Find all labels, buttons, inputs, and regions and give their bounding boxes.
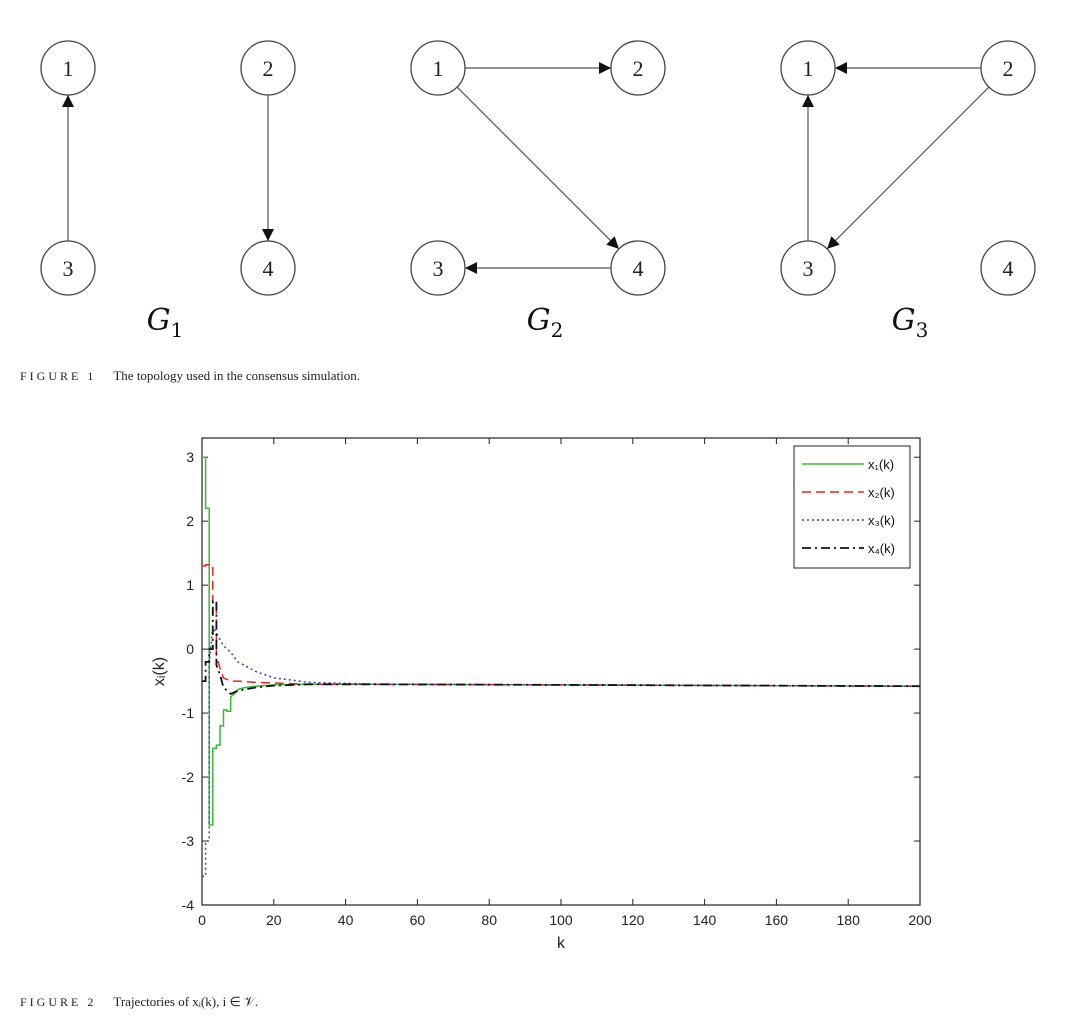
node-circle [40,240,96,296]
legend-box [793,445,911,569]
node-circle [610,40,666,96]
figure1-caption-label: FIGURE 1 [20,369,97,383]
figure2-trajectory-chart: 0 20 40 60 80 100 120 140 160 180 200 -4 -3 -2 -1 0 1 2 3 k… [151,437,932,952]
node-1: 1 [40,40,96,96]
node-4: 4 [610,240,666,296]
node-label: 1 [433,56,444,81]
graph-1: 1 2 3 4 G1 [40,40,296,342]
node-circle [780,40,836,96]
series-line-2 [202,563,920,687]
y-tick-label: 1 [186,577,194,593]
y-tick-label: 2 [186,513,194,529]
y-tick-label: -1 [182,705,195,721]
figure2-caption: FIGURE 2 Trajectories of xᵢ(k), i ∈ 𝒱. [20,994,258,1010]
legend-label-3: x₃(k) [868,513,895,528]
node-label: 3 [63,256,74,281]
legend-label-2: x₂(k) [868,485,895,500]
x-tick-label: 40 [338,912,354,928]
node-2: 2 [980,40,1036,96]
node-label: 3 [803,256,814,281]
y-tick-label: -4 [182,897,195,913]
y-tick-label: 0 [186,641,194,657]
node-4: 4 [980,240,1036,296]
x-tick-label: 180 [837,912,861,928]
x-tick-label: 120 [621,912,645,928]
node-label: 4 [263,256,274,281]
edge-1-to-4 [456,86,620,250]
figure2-caption-text: Trajectories of xᵢ(k), i ∈ 𝒱. [113,994,259,1009]
node-circle [240,40,296,96]
y-axis-label: xᵢ(k) [151,657,168,686]
node-circle [610,240,666,296]
node-label: 1 [63,56,74,81]
legend-label-4: x₄(k) [868,541,895,556]
graph-label: G2 [527,303,564,342]
node-label: 2 [633,56,644,81]
x-tick-label: 60 [410,912,426,928]
graph-2: 1 2 3 4 G2 [410,40,666,342]
node-label: 1 [803,56,814,81]
node-circle [40,40,96,96]
figure2-caption-label: FIGURE 2 [20,995,97,1009]
x-tick-label: 100 [549,912,573,928]
node-1: 1 [780,40,836,96]
node-circle [410,240,466,296]
edge-2-to-3 [826,86,990,250]
node-2: 2 [610,40,666,96]
x-tick-label: 80 [481,912,497,928]
node-circle [780,240,836,296]
x-tick-label: 0 [198,912,206,928]
node-circle [980,240,1036,296]
x-tick-label: 140 [693,912,717,928]
y-tick-label: 3 [186,449,194,465]
node-3: 3 [780,240,836,296]
x-tick-label: 160 [765,912,789,928]
node-3: 3 [40,240,96,296]
graph-3: 1 2 3 4 G3 [780,40,1036,342]
series-line-4 [202,600,920,695]
node-circle [980,40,1036,96]
figure1-caption-text: The topology used in the consensus simul… [113,368,360,383]
node-label: 4 [633,256,644,281]
node-label: 2 [263,56,274,81]
node-1: 1 [410,40,466,96]
graph-label: G1 [147,303,184,342]
legend: x₁(k) x₂(k) x₃(k) x₄(k) [793,445,911,569]
series-line-3 [202,624,920,877]
y-tick-label: -3 [182,833,195,849]
legend-label-1: x₁(k) [868,457,894,472]
node-label: 4 [1003,256,1014,281]
node-label: 2 [1003,56,1014,81]
x-axis-label: k [557,935,566,952]
figure1-caption: FIGURE 1 The topology used in the consen… [20,368,360,384]
node-4: 4 [240,240,296,296]
node-circle [240,240,296,296]
x-tick-label: 200 [908,912,932,928]
y-tick-label: -2 [182,769,195,785]
node-2: 2 [240,40,296,96]
graph-label: G3 [892,303,929,342]
figure1-topology: 1 2 3 4 G1 1 2 3 4 G2 1 2 3 4 G3 [40,40,1036,342]
node-circle [410,40,466,96]
x-tick-label: 20 [266,912,282,928]
node-label: 3 [433,256,444,281]
node-3: 3 [410,240,466,296]
